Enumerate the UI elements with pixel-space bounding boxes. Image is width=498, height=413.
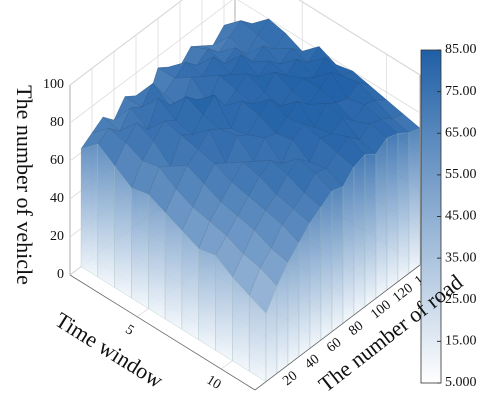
surface-skirt (342, 166, 355, 324)
colorbar-label: 5.000 (445, 375, 477, 390)
surface-skirt (131, 187, 149, 309)
colorbar-label: 85.00 (445, 42, 477, 57)
surface-skirt (331, 186, 344, 332)
z-tick-label: 20 (50, 229, 64, 244)
surface-skirt (364, 153, 377, 307)
surface-skirt (353, 154, 366, 316)
x-tick-label: 10 (204, 373, 224, 393)
z-tick-label: 60 (50, 153, 64, 168)
surface-skirt (408, 127, 421, 274)
axes-front: 020406080100510204060801001201405.00015.… (43, 42, 477, 393)
surface-skirt (164, 212, 183, 330)
surface-skirt (97, 143, 115, 288)
surface-skirt (181, 230, 199, 341)
z-tick-label: 40 (50, 191, 64, 206)
grid-line (69, 0, 421, 86)
y-tick-label: 80 (346, 319, 366, 339)
x-axis-title: Time window (51, 307, 168, 393)
surface-skirt (375, 137, 388, 299)
z-tick-label: 100 (43, 77, 64, 92)
surface-skirt (198, 248, 216, 351)
y-tick-label: 20 (280, 369, 300, 389)
y-tick-label: 60 (324, 335, 344, 355)
z-tick-label: 80 (50, 115, 64, 130)
grid-line (69, 0, 421, 124)
surface-skirt (309, 206, 322, 349)
y-tick-label: 40 (302, 352, 322, 372)
surface-skirt (298, 222, 311, 357)
surface (80, 18, 421, 382)
z-tick-label: 0 (57, 267, 64, 282)
colorbar-label: 25.00 (445, 292, 477, 307)
axis-line (69, 274, 256, 391)
surface-skirt (80, 143, 98, 278)
colorbar-label: 75.00 (445, 84, 477, 99)
colorbar-label: 35.00 (445, 250, 477, 265)
colorbar-label: 55.00 (445, 167, 477, 182)
surface-skirt (320, 190, 333, 341)
surface-skirt (397, 132, 410, 282)
surface-skirt (386, 133, 399, 291)
colorbar-label: 65.00 (445, 125, 477, 140)
surface-skirt (287, 242, 300, 366)
x-tick-label: 5 (122, 322, 136, 338)
surface-skirt (148, 194, 166, 320)
axis-line (254, 264, 421, 391)
z-axis-title: The number of vehicle (12, 85, 37, 285)
colorbar-label: 15.00 (445, 334, 477, 349)
surface-skirt (114, 165, 132, 299)
colorbar-label: 45.00 (445, 209, 477, 224)
